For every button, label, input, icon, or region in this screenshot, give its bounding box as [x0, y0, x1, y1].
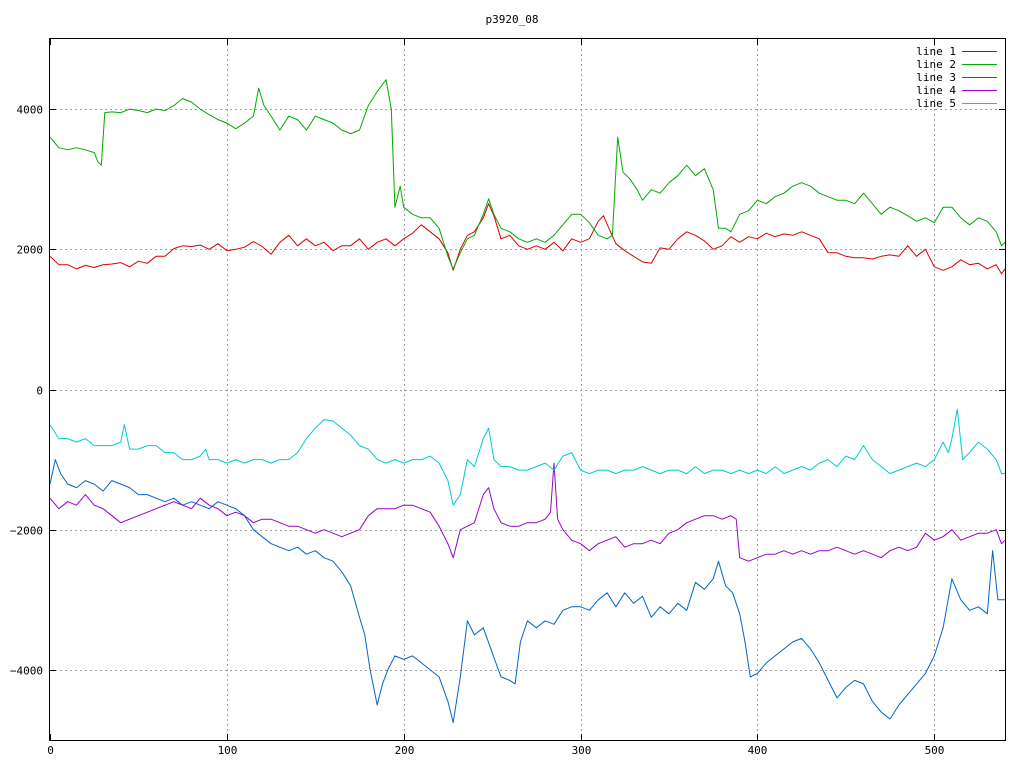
chart-title: p3920_08: [486, 13, 539, 26]
axis-ticks: 0 100 200 300 400 500 −4000 −2000 0 2000 4000: [10, 39, 1005, 757]
x-tick-label: 0: [47, 744, 54, 757]
y-tick-label: 2000: [17, 244, 44, 257]
y-tick-label: 0: [36, 385, 43, 398]
legend-label-4: line 4: [916, 84, 956, 97]
x-tick-label: 300: [572, 744, 592, 757]
grid-lines: [50, 39, 1005, 740]
x-tick-label: 200: [395, 744, 415, 757]
y-tick-label: −4000: [10, 665, 43, 678]
series-line-5: [49, 408, 1005, 506]
legend-label-3: line 3: [916, 71, 956, 84]
legend-label-1: line 1: [916, 45, 956, 58]
legend-label-5: line 5: [916, 97, 956, 110]
series-lines: [49, 79, 1006, 723]
x-tick-label: 100: [218, 744, 238, 757]
x-tick-label: 500: [925, 744, 945, 757]
y-tick-label: 4000: [17, 104, 44, 117]
y-tick-label: −2000: [10, 525, 43, 538]
plot-frame: [49, 38, 1006, 741]
x-tick-label: 400: [748, 744, 768, 757]
series-line-1: [49, 203, 1006, 275]
legend-label-2: line 2: [916, 58, 956, 71]
series-line-4: [49, 462, 1006, 562]
series-line-2: [49, 79, 1006, 270]
series-line-3: [49, 459, 1005, 723]
